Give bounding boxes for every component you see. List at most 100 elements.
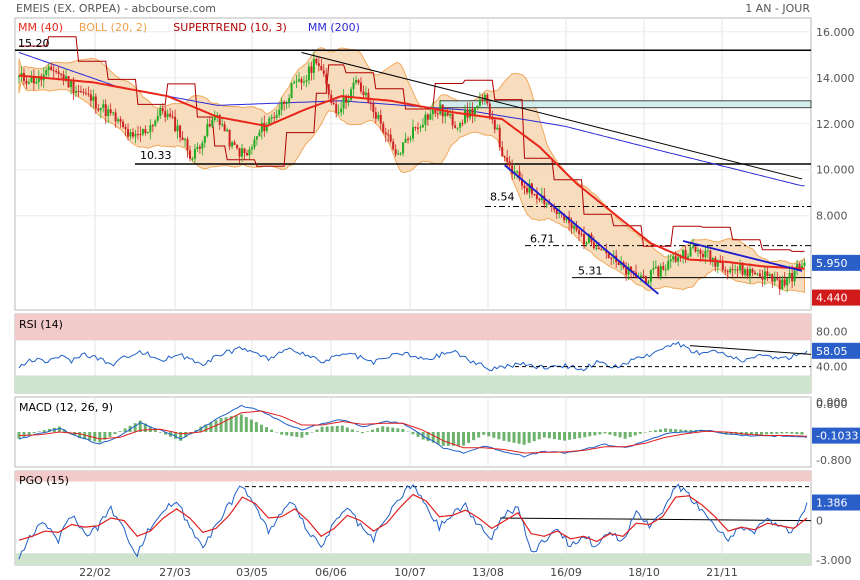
candle-body xyxy=(263,122,266,131)
x-tick-label: 13/08 xyxy=(472,566,504,579)
candle-body xyxy=(70,81,73,88)
candle-body xyxy=(236,144,239,149)
macd-line xyxy=(18,404,808,458)
candle-body xyxy=(131,132,134,137)
candle-body xyxy=(92,96,95,101)
macd-histogram-bar xyxy=(350,429,354,432)
candle-body xyxy=(642,275,645,277)
candle-body xyxy=(109,109,112,114)
candle-body xyxy=(803,262,806,266)
macd-histogram-bar xyxy=(729,432,733,435)
macd-histogram-bar xyxy=(345,427,349,432)
macd-histogram-bar xyxy=(643,432,647,433)
macd-histogram-bar xyxy=(366,431,370,432)
candle-body xyxy=(746,269,749,277)
candle-body xyxy=(449,113,452,116)
candle-body xyxy=(144,129,147,134)
macd-histogram-bar xyxy=(770,432,774,435)
macd-histogram-bar xyxy=(749,432,753,435)
macd-histogram-bar xyxy=(568,432,572,440)
candle-body xyxy=(364,92,367,96)
macd-histogram-bar xyxy=(542,432,546,438)
candle-body xyxy=(379,114,382,124)
x-tick-label: 21/11 xyxy=(706,566,738,579)
y-tick-label: 0 xyxy=(816,515,823,528)
candle-body xyxy=(523,185,526,189)
candle-body xyxy=(595,247,598,249)
candle-body xyxy=(218,114,221,125)
macd-histogram-bar xyxy=(780,432,784,434)
candle-body xyxy=(454,125,457,128)
chart-title: EMEIS (EX. ORPEA) - abcbourse.com xyxy=(16,2,217,15)
candle-body xyxy=(533,193,536,195)
candle-body xyxy=(684,249,687,258)
candle-body xyxy=(198,146,201,149)
legend-entry: MM (40) xyxy=(18,21,63,34)
candle-body xyxy=(644,276,647,284)
trendline xyxy=(504,164,659,295)
candle-body xyxy=(481,99,484,101)
macd-histogram-bar xyxy=(517,432,521,444)
macd-histogram-bar xyxy=(47,428,51,432)
candle-body xyxy=(783,279,786,286)
x-tick-label: 03/05 xyxy=(236,566,268,579)
x-tick-label: 27/03 xyxy=(159,566,191,579)
macd-histogram-bar xyxy=(234,415,238,432)
chart-period: 1 AN - JOUR xyxy=(745,2,810,15)
candle-body xyxy=(434,110,437,114)
candle-body xyxy=(310,66,313,73)
candle-body xyxy=(221,124,224,126)
candle-body xyxy=(57,71,60,74)
candle-body xyxy=(421,124,424,128)
macd-signal-line xyxy=(18,410,808,454)
candle-body xyxy=(696,249,699,252)
candle-body xyxy=(397,153,400,155)
candle-body xyxy=(402,142,405,154)
candle-body xyxy=(322,70,325,75)
legend-entry: BOLL (20, 2) xyxy=(79,21,147,34)
macd-histogram-bar xyxy=(487,432,491,437)
candle-body xyxy=(766,271,769,276)
candle-body xyxy=(119,119,122,122)
macd-histogram-bar xyxy=(462,432,466,446)
macd-histogram-bar xyxy=(593,432,597,436)
y-tick-label: 0.000 xyxy=(816,396,848,409)
candle-body xyxy=(726,271,729,273)
candle-body xyxy=(290,83,293,99)
candle-body xyxy=(426,114,429,120)
candle-body xyxy=(161,108,164,112)
candle-body xyxy=(127,129,130,137)
candle-body xyxy=(77,91,80,93)
low-price-badge xyxy=(812,289,860,306)
candle-body xyxy=(667,261,670,270)
candle-body xyxy=(468,109,471,118)
candle-body xyxy=(159,108,162,117)
candle-body xyxy=(27,82,30,84)
macd-histogram-bar xyxy=(330,426,334,432)
candle-body xyxy=(731,269,734,271)
candle-body xyxy=(625,267,628,275)
macd-histogram-bar xyxy=(472,432,476,441)
candle-body xyxy=(662,266,665,270)
candle-body xyxy=(540,195,543,201)
macd-histogram-bar xyxy=(623,432,627,439)
level-annotation: 5.31 xyxy=(578,265,603,278)
candle-body xyxy=(677,257,680,262)
candle-body xyxy=(719,262,722,264)
candle-body xyxy=(233,142,236,145)
candle-body xyxy=(295,81,298,83)
candle-body xyxy=(107,109,110,117)
candle-body xyxy=(149,125,152,133)
macd-histogram-bar xyxy=(57,426,61,432)
macd-histogram-bar xyxy=(456,432,460,446)
candle-body xyxy=(694,246,697,252)
y-tick-label: 40.00 xyxy=(816,361,848,374)
candle-body xyxy=(404,138,407,143)
candle-body xyxy=(793,270,796,282)
trendline xyxy=(682,240,803,272)
candle-body xyxy=(55,71,58,73)
macd-histogram-bar xyxy=(684,429,688,432)
macd-histogram-bar xyxy=(340,425,344,432)
candle-body xyxy=(102,104,105,108)
